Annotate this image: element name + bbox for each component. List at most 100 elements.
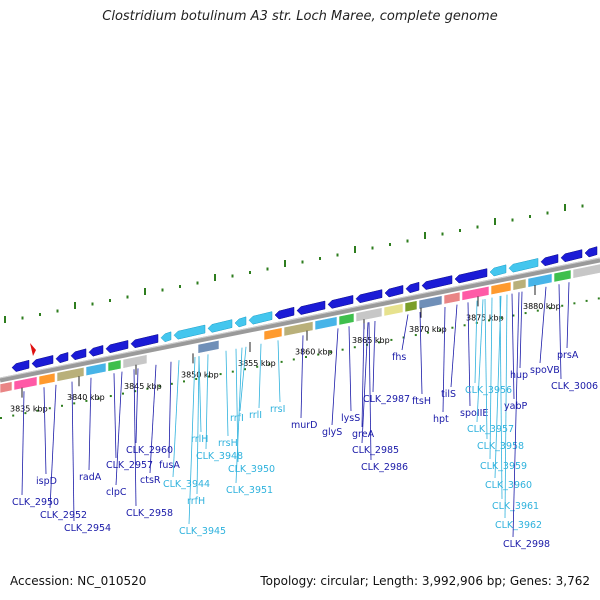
category-block: [197, 339, 220, 354]
inner-dot: [122, 392, 124, 395]
genome-backbone: [0, 257, 600, 383]
gene-arrow: [560, 249, 583, 263]
gene-leader-line: [43, 387, 47, 475]
gene-leader-line: [172, 360, 180, 478]
accession-text: Accession: NC_010520: [10, 574, 147, 588]
inner-dot: [85, 399, 88, 402]
gene-label[interactable]: tilS: [441, 389, 456, 400]
inner-dot: [512, 314, 515, 317]
category-block: [461, 285, 490, 301]
gene-label[interactable]: rrlH: [191, 434, 208, 445]
gene-leader-line: [519, 291, 523, 369]
gene-label[interactable]: CLK_3958: [477, 441, 524, 452]
inner-dot: [390, 338, 393, 341]
gene-label[interactable]: CLK_2960: [126, 445, 173, 456]
gene-label[interactable]: CLK_2985: [352, 445, 399, 456]
category-block: [355, 307, 383, 323]
gene-arrow: [105, 340, 129, 354]
gene-label[interactable]: CLK_3960: [485, 480, 532, 491]
gene-leader-line: [504, 294, 508, 519]
gene-label[interactable]: fhs: [392, 352, 406, 363]
gene-label[interactable]: CLK_2958: [126, 508, 173, 519]
gene-label[interactable]: yabP: [504, 401, 527, 412]
gene-label[interactable]: ftsH: [412, 396, 431, 407]
gene-label[interactable]: radA: [79, 472, 102, 483]
category-block: [572, 263, 600, 279]
gene-leader-line: [135, 368, 139, 444]
gene-leader-line: [258, 343, 262, 409]
gene-label[interactable]: CLK_2950: [12, 497, 59, 508]
inner-dot: [170, 382, 173, 385]
gene-label[interactable]: hup: [510, 370, 528, 381]
category-block: [314, 316, 338, 331]
gene-arrow: [405, 281, 420, 294]
gene-leader-line: [71, 381, 75, 522]
category-block: [122, 354, 148, 369]
gene-label[interactable]: CLK_2952: [40, 510, 87, 521]
gene-label[interactable]: CLK_3948: [196, 451, 243, 462]
gene-label[interactable]: spoIIE: [460, 408, 488, 419]
gene-label[interactable]: CLK_3945: [179, 526, 226, 537]
gene-label[interactable]: rrsI: [270, 404, 285, 415]
gene-label[interactable]: clpC: [106, 487, 127, 498]
gene-leader-line: [489, 297, 493, 460]
inner-dot: [24, 412, 27, 415]
inner-dot: [414, 334, 417, 337]
gene-label[interactable]: CLK_2987: [363, 394, 410, 405]
gene-leader-line: [88, 377, 92, 471]
gene-leader-line: [566, 282, 570, 349]
gene-label[interactable]: CLK_2986: [361, 462, 408, 473]
inner-dot: [561, 304, 564, 307]
inner-dot: [292, 358, 295, 361]
inner-dot: [500, 316, 503, 319]
gene-arrow: [160, 331, 172, 343]
inner-dot: [536, 309, 539, 312]
gene-label[interactable]: murD: [291, 420, 318, 431]
gene-label[interactable]: spoVB: [530, 365, 560, 376]
gene-label[interactable]: CLK_3961: [492, 501, 539, 512]
gene-leader-line: [512, 292, 520, 538]
gene-label[interactable]: CLK_3006: [551, 381, 598, 392]
gene-label[interactable]: hpt: [433, 414, 449, 425]
category-block: [383, 303, 404, 317]
gene-label[interactable]: CLK_2998: [503, 539, 550, 550]
gene-label[interactable]: fusA: [159, 460, 180, 471]
inner-dot: [329, 351, 332, 354]
gene-leader-line: [188, 356, 196, 525]
gene-arrow: [489, 264, 507, 277]
gene-label[interactable]: greA: [352, 429, 375, 440]
gene-label[interactable]: ispD: [36, 476, 57, 487]
gene-leader-line: [133, 369, 137, 507]
gene-arrow: [55, 352, 69, 364]
gene-label[interactable]: prsA: [557, 350, 579, 361]
inner-dot: [256, 365, 259, 368]
inner-dot: [158, 385, 161, 388]
gene-label[interactable]: CLK_3962: [495, 520, 542, 531]
gene-label[interactable]: CLK_2954: [64, 523, 111, 534]
gene-label[interactable]: rrlI: [249, 410, 262, 421]
inner-dot: [48, 407, 51, 410]
gene-label[interactable]: CLK_3944: [163, 479, 210, 490]
gene-leader-line: [372, 320, 376, 393]
gene-label[interactable]: glyS: [322, 427, 342, 438]
gene-label[interactable]: CLK_3959: [480, 461, 527, 472]
gene-label[interactable]: rrsH: [218, 438, 238, 449]
category-block: [338, 312, 355, 326]
gene-label[interactable]: CLK_2957: [106, 460, 153, 471]
gene-label[interactable]: CLK_3956: [465, 385, 512, 396]
gene-arrow: [31, 355, 54, 368]
inner-dot: [378, 341, 381, 344]
kbp-label: 3855 kbp: [238, 359, 276, 368]
category-block: [404, 300, 418, 313]
gene-label[interactable]: CLK_3950: [228, 464, 275, 475]
gene-label[interactable]: rrfH: [187, 496, 205, 507]
inner-dot: [231, 370, 234, 373]
inner-dot: [402, 336, 405, 339]
inner-dot: [317, 353, 320, 356]
gene-label[interactable]: CLK_3951: [226, 485, 273, 496]
gene-label[interactable]: lysS: [341, 413, 360, 424]
gene-leader-line: [205, 354, 209, 450]
gene-label[interactable]: ctsR: [140, 475, 161, 486]
category-block: [527, 273, 553, 288]
